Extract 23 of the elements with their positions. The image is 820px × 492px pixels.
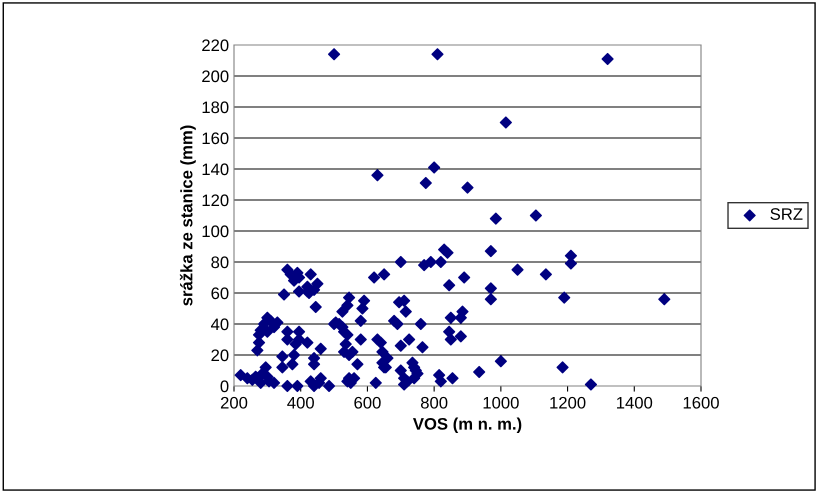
x-tick-label: 200 <box>220 396 248 409</box>
x-axis-title: VOS (m n. m.) <box>412 418 522 434</box>
x-tick-label: 1000 <box>484 396 519 409</box>
y-tick-label: 220 <box>202 39 228 52</box>
y-tick-label: 100 <box>202 225 228 238</box>
y-axis-title: srážka ze stanice (mm) <box>180 126 196 306</box>
x-tick-label: 1600 <box>684 396 719 409</box>
y-tick-label: 60 <box>211 287 228 300</box>
x-tick-label: 800 <box>420 396 448 409</box>
y-tick-label: 180 <box>202 101 228 114</box>
y-tick-label: 120 <box>202 194 228 206</box>
x-tick-label: 600 <box>354 396 381 409</box>
legend-label: SRZ <box>770 208 802 220</box>
y-tick-label: 160 <box>202 132 228 144</box>
y-tick-label: 0 <box>220 380 228 392</box>
y-tick-label: 140 <box>202 163 228 176</box>
x-tick-label: 400 <box>287 396 314 409</box>
y-tick-label: 80 <box>211 256 228 268</box>
y-tick-label: 40 <box>210 318 228 330</box>
x-tick-label: 1400 <box>617 396 652 409</box>
y-tick-label: 200 <box>202 70 228 82</box>
y-tick-label: 20 <box>211 349 228 362</box>
x-tick-label: 1200 <box>550 396 586 409</box>
